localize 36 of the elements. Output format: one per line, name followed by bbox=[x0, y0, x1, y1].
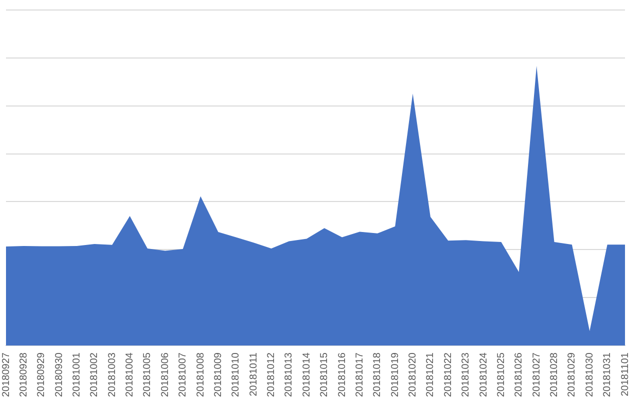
x-tick-label: 20181014 bbox=[301, 352, 312, 398]
x-tick-label: 20181007 bbox=[178, 352, 189, 398]
x-tick-label: 20181012 bbox=[266, 352, 278, 398]
x-tick-label: 20181010 bbox=[230, 352, 242, 398]
x-tick-label: 20181005 bbox=[142, 352, 154, 398]
x-tick-label: 20181027 bbox=[531, 352, 542, 398]
x-tick-label: 20181025 bbox=[496, 352, 507, 398]
x-tick-label: 20181016 bbox=[336, 352, 348, 398]
x-tick-label: 20180930 bbox=[54, 352, 65, 398]
x-tick-label: 20181021 bbox=[425, 352, 436, 398]
x-tick-label: 20181018 bbox=[372, 352, 384, 398]
x-tick-label: 20180929 bbox=[36, 352, 48, 398]
x-tick-label: 20181013 bbox=[284, 352, 295, 398]
x-tick-label: 20181024 bbox=[478, 352, 490, 398]
x-tick-label: 20180928 bbox=[18, 352, 30, 398]
x-tick-label: 20181009 bbox=[212, 352, 224, 398]
x-tick-label: 20181011 bbox=[248, 352, 260, 396]
x-tick-label: 20181028 bbox=[549, 352, 560, 398]
x-tick-label: 20181030 bbox=[584, 352, 596, 398]
x-tick-label: 20181004 bbox=[124, 352, 136, 398]
x-tick-label: 20181001 bbox=[71, 352, 82, 398]
x-tick-label: 20181026 bbox=[514, 352, 525, 398]
x-tick-label: 20181020 bbox=[408, 352, 419, 398]
x-tick-label: 20181101 bbox=[620, 352, 631, 396]
x-tick-label: 20181002 bbox=[89, 352, 100, 398]
x-tick-label: 20180927 bbox=[0, 352, 12, 398]
x-tick-label: 20181029 bbox=[566, 352, 578, 398]
x-tick-label: 20181008 bbox=[195, 352, 206, 398]
x-tick-label: 20181022 bbox=[442, 352, 454, 398]
x-tick-label: 20181015 bbox=[319, 352, 330, 398]
x-tick-label: 20181023 bbox=[460, 352, 472, 398]
x-tick-label: 20181019 bbox=[390, 352, 401, 398]
x-tick-label: 20181006 bbox=[160, 352, 171, 398]
x-tick-label: 20181017 bbox=[354, 352, 366, 398]
x-tick-label: 20181031 bbox=[602, 352, 614, 398]
x-tick-label: 20181003 bbox=[106, 352, 118, 398]
